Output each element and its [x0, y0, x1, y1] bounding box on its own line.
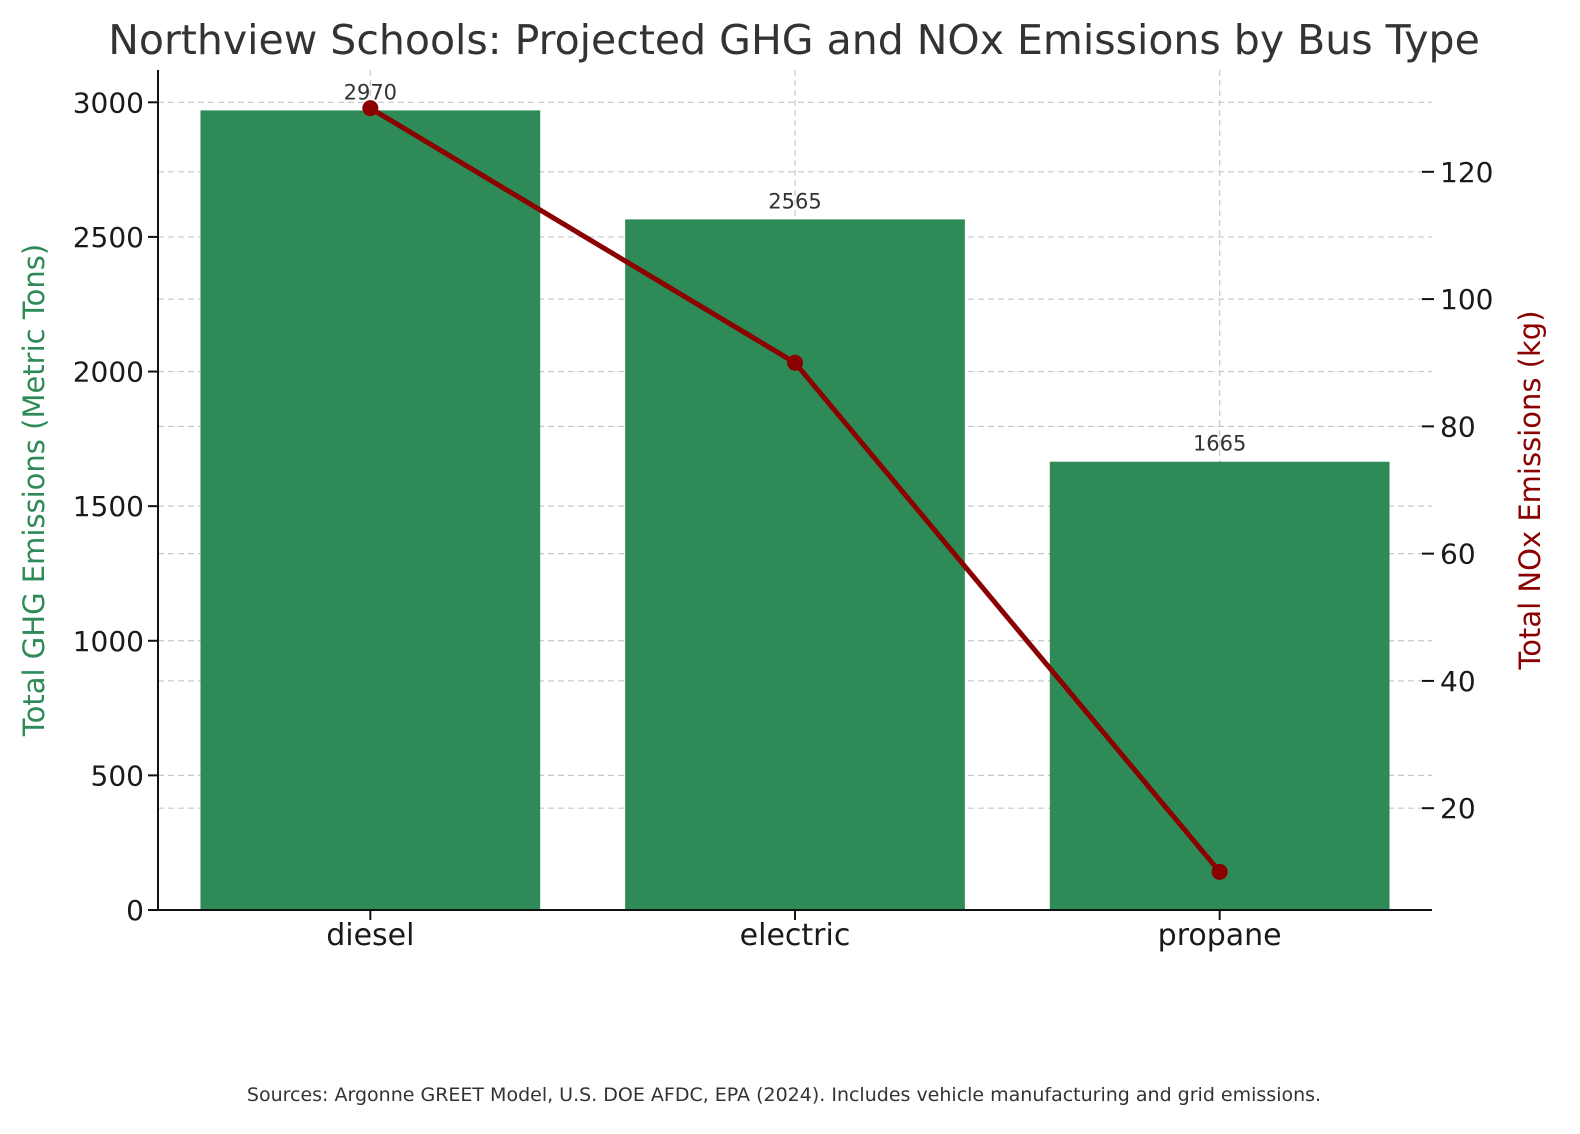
bar-electric — [625, 219, 965, 910]
nox-point-electric — [787, 354, 803, 371]
right-tick-label-20: 20 — [1440, 792, 1476, 825]
bar-label-propane: 1665 — [1193, 432, 1246, 456]
nox-point-diesel — [362, 100, 379, 117]
right-tick-label-100: 100 — [1440, 283, 1493, 316]
x-axis-categories: diesel electric propane — [326, 910, 1282, 953]
bar-propane — [1049, 461, 1390, 910]
chart-title: Northview Schools: Projected GHG and NOx… — [108, 16, 1480, 64]
x-tick-label-electric: electric — [740, 918, 851, 953]
right-tick-label-120: 120 — [1440, 156, 1493, 189]
y-axis-left-label: Total GHG Emissions (Metric Tons) — [17, 244, 51, 737]
left-tick-label-500: 500 — [91, 759, 144, 792]
x-tick-label-propane: propane — [1158, 918, 1282, 953]
bar-label-electric: 2565 — [768, 189, 821, 213]
x-tick-label-diesel: diesel — [326, 918, 414, 953]
left-tick-label-2000: 2000 — [73, 356, 144, 389]
nox-point-propane — [1211, 863, 1228, 880]
right-tick-label-60: 60 — [1440, 538, 1476, 571]
left-axis-ticks: 0 500 1000 1500 2000 2500 3000 — [73, 86, 158, 927]
left-tick-label-1000: 1000 — [73, 625, 144, 658]
ghg-bars — [200, 110, 1390, 910]
left-tick-label-3000: 3000 — [73, 86, 144, 119]
right-tick-label-40: 40 — [1440, 665, 1476, 698]
source-footnote: Sources: Argonne GREET Model, U.S. DOE A… — [247, 1084, 1321, 1106]
right-axis-ticks: 20 40 60 80 100 120 — [1422, 156, 1493, 825]
left-tick-label-1500: 1500 — [73, 490, 144, 523]
y-axis-right-label: Total NOx Emissions (kg) — [1513, 310, 1547, 670]
nox-line-series — [362, 100, 1228, 880]
left-tick-label-2500: 2500 — [73, 221, 144, 254]
right-tick-label-80: 80 — [1440, 410, 1476, 443]
bar-diesel — [200, 110, 541, 910]
left-tick-label-0: 0 — [126, 894, 144, 927]
